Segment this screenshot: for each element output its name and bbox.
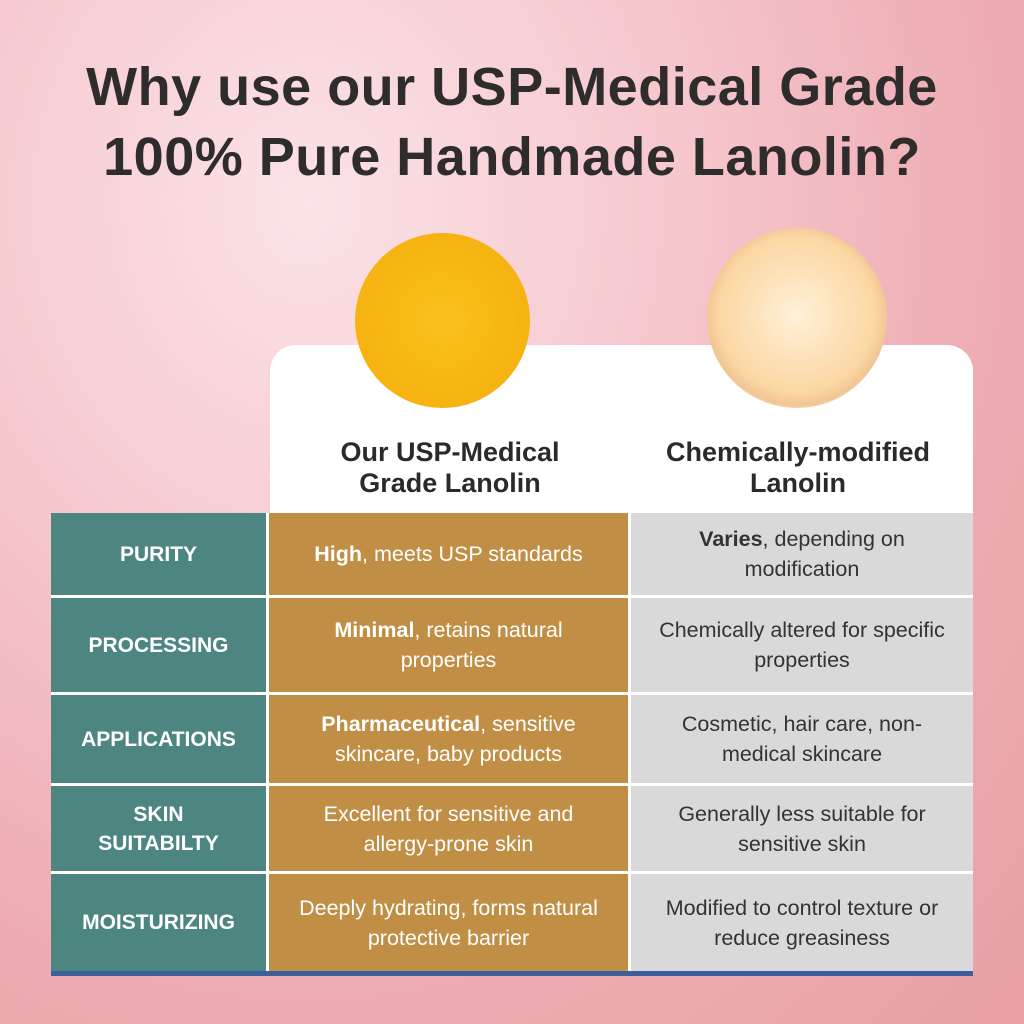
column-header-theirs: Chemically-modified Lanolin [633,437,963,499]
row-label-text: APPLICATIONS [81,727,236,751]
theirs-cell: Generally less suitable for sensitive sk… [631,786,973,871]
ours-cell: Pharmaceutical, sensitive skincare, baby… [269,695,631,783]
footer-bar [51,968,973,976]
theirs-cell-text: Modified to control texture or reduce gr… [665,895,939,950]
row-label-text: SKIN [133,802,184,826]
ours-cell: High, meets USP standards [269,513,631,595]
ours-cell-text: , retains natural properties [400,618,563,672]
row-label-text: MOISTURIZING [82,911,235,934]
column-header-ours-line2: Grade Lanolin [359,468,541,498]
theirs-cell: Chemically altered for specific properti… [631,598,973,692]
table-row: PURITY High, meets USP standards Varies, d… [51,513,973,598]
row-label: SKIN SUITABILTY [51,786,269,871]
theirs-cell: Cosmetic, hair care, non-medical skincar… [631,695,973,783]
cream-lanolin-jar-image [707,228,887,408]
theirs-cell-text: , depending on modification [744,527,905,581]
theirs-cell: Modified to control texture or reduce gr… [631,874,973,971]
table-row: PROCESSING Minimal, retains natural prope… [51,598,973,695]
ours-cell-bold: High [314,542,363,566]
row-label-text: SUITABILTY [98,831,219,855]
ours-cell: Excellent for sensitive and allergy-pron… [269,786,631,871]
theirs-cell-text: Generally less suitable for sensitive sk… [678,801,926,856]
ours-cell: Minimal, retains natural properties [269,598,631,692]
yellow-lanolin-jar-image [355,233,530,408]
row-label-text: PROCESSING [88,633,229,657]
ours-cell-bold: Pharmaceutical [321,712,481,736]
row-label-text: PURITY [119,542,197,566]
theirs-cell: Varies, depending on modification [631,513,973,595]
row-label: PROCESSING [51,598,269,692]
column-header-theirs-line1: Chemically-modified [665,437,931,467]
ours-cell-text: , sensitive skincare, baby products [334,712,576,766]
ours-cell-bold: Minimal [334,618,415,642]
page-title: Why use our USP-Medical Grade 100% Pure … [0,52,1024,192]
theirs-cell-text: Cosmetic, hair care, non-medical skincar… [681,712,923,766]
row-label: MOISTURIZING [51,874,269,971]
theirs-cell-text: Chemically altered for specific properti… [659,618,945,672]
ours-cell-text: , meets USP standards [362,542,583,566]
title-line-1: Why use our USP-Medical Grade [86,57,938,117]
theirs-cell-bold: Varies [699,527,763,551]
table-row: SKIN SUITABILTY Excellent for sensitive an… [51,786,973,874]
row-label: APPLICATIONS [51,695,269,783]
table-row: MOISTURIZING Deeply hydrating, forms natu… [51,874,973,971]
row-label: PURITY [51,513,269,595]
ours-cell-text: Deeply hydrating, forms natural protecti… [299,895,598,950]
table-row: APPLICATIONS Pharmaceutical, sensitive sk… [51,695,973,786]
comparison-table: PURITY High, meets USP standards Varies, d… [51,513,973,976]
column-header-ours: Our USP-Medical Grade Lanolin [290,437,610,499]
ours-cell-text: Excellent for sensitive and allergy-pron… [323,801,574,856]
column-header-theirs-line2: Lanolin [750,468,846,498]
ours-cell: Deeply hydrating, forms natural protecti… [269,874,631,971]
title-line-2: 100% Pure Handmade Lanolin? [103,127,921,187]
column-header-ours-line1: Our USP-Medical [340,437,560,467]
